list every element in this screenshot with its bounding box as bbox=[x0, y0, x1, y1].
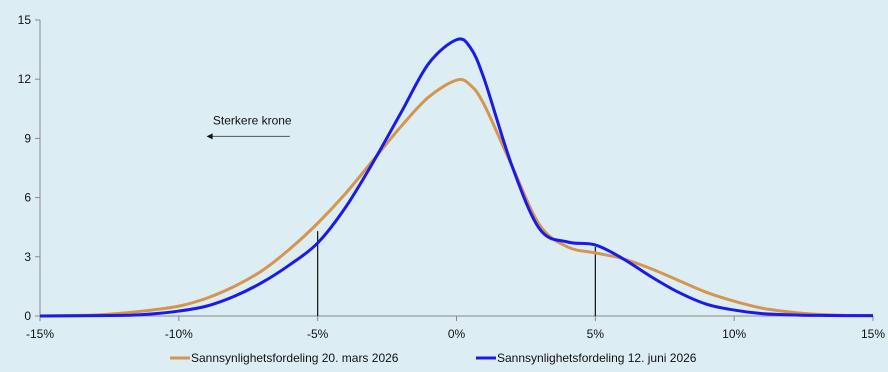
x-tick-label: -10% bbox=[165, 327, 193, 341]
annotation-arrowhead bbox=[206, 133, 213, 140]
y-tick-label: 6 bbox=[24, 191, 31, 205]
legend-label-series-1: Sannsynlighetsfordeling 20. mars 2026 bbox=[191, 351, 399, 365]
x-tick-label: 0% bbox=[448, 327, 466, 341]
annotation-layer: Sterkere krone bbox=[206, 113, 292, 140]
series-line-2 bbox=[39, 37, 874, 318]
axes-layer bbox=[39, 20, 873, 317]
y-tick-label: 12 bbox=[18, 72, 32, 86]
x-tick-label: 10% bbox=[722, 327, 746, 341]
x-tick-label: -15% bbox=[26, 327, 54, 341]
annotation-text: Sterkere krone bbox=[213, 113, 292, 127]
y-tick-label: 3 bbox=[24, 250, 31, 264]
legend-label-series-2: Sannsynlighetsfordeling 12. juni 2026 bbox=[497, 351, 697, 365]
x-ticks: -15% -10% -5% 0% 5% 10% 15% bbox=[26, 316, 885, 341]
y-ticks: 0 3 6 9 12 15 bbox=[18, 13, 40, 323]
y-tick-label: 15 bbox=[18, 13, 32, 27]
x-tick-label: 5% bbox=[587, 327, 605, 341]
y-tick-label: 9 bbox=[24, 131, 31, 145]
vline-layer bbox=[317, 231, 596, 316]
series-line-1 bbox=[39, 78, 874, 318]
x-tick-label: -5% bbox=[307, 327, 329, 341]
series-layer bbox=[39, 37, 874, 318]
x-tick-label: 15% bbox=[861, 327, 885, 341]
legend: Sannsynlighetsfordeling 20. mars 2026 Sa… bbox=[170, 351, 697, 365]
y-tick-label: 0 bbox=[24, 309, 31, 323]
